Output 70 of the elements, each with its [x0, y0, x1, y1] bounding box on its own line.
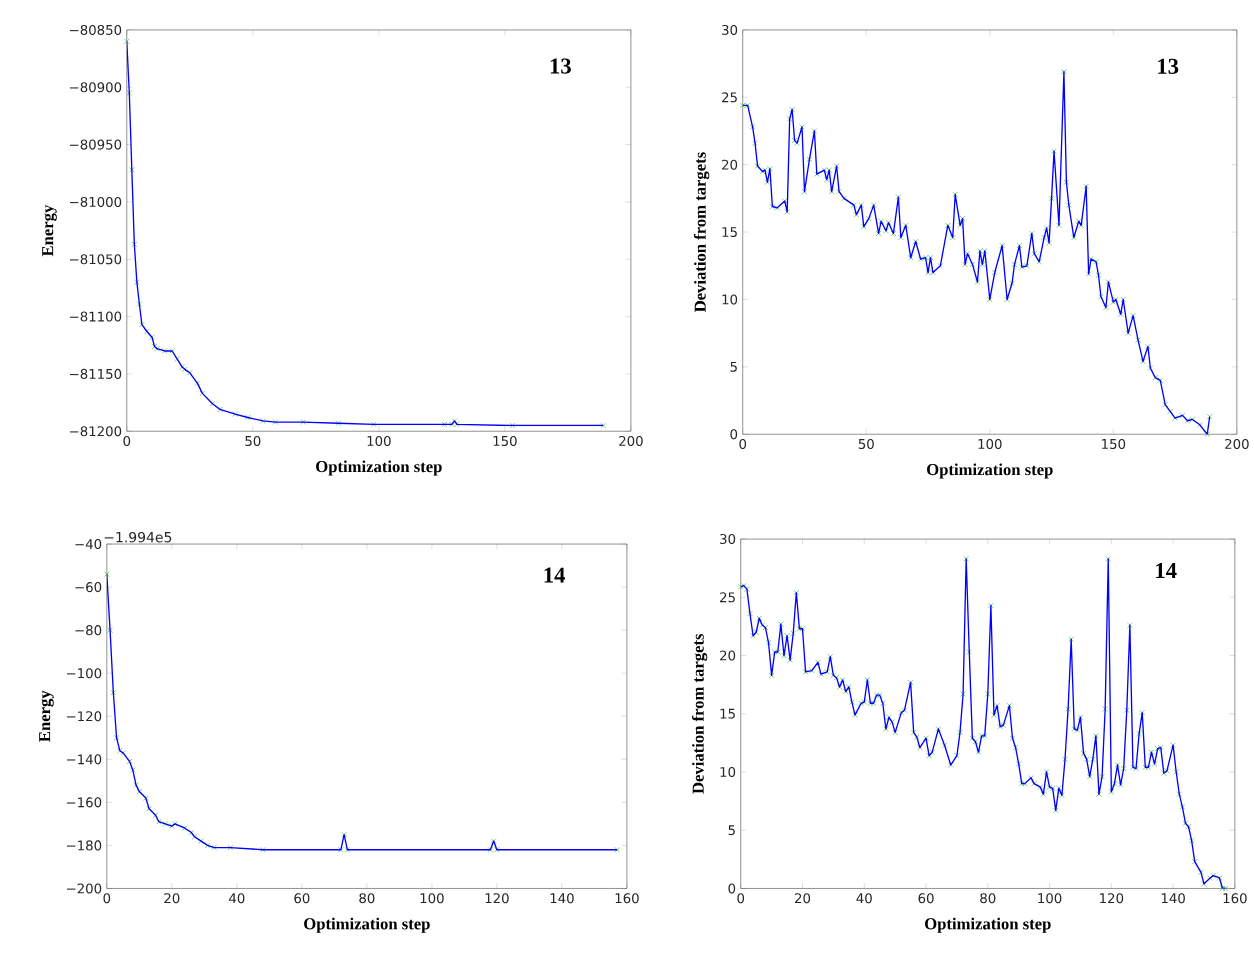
y-tick-label: −140 — [66, 754, 102, 765]
y-tick-label: −81050 — [70, 254, 122, 265]
annotation: 13 — [1158, 58, 1179, 74]
y-tick-label: 30 — [722, 24, 738, 35]
x-tick-label: 100 — [978, 438, 1002, 449]
x-tick-label: 20 — [795, 892, 811, 904]
annotation: 14 — [544, 567, 565, 583]
x-tick-label: 100 — [1038, 892, 1062, 904]
x-tick-label: 200 — [619, 435, 643, 446]
y-tick-label: −120 — [66, 711, 102, 722]
x-axis-title: Optimization step — [304, 917, 430, 933]
x-tick-label: 140 — [1161, 892, 1185, 904]
x-tick-label: 100 — [420, 892, 444, 904]
x-tick-label: 60 — [918, 892, 934, 904]
x-tick-label: 80 — [359, 892, 375, 904]
x-tick-label: 120 — [485, 892, 509, 904]
y-axis-title: Deviation from targets — [691, 633, 708, 794]
y-tick-label: −60 — [75, 581, 102, 592]
y-tick-label: 15 — [720, 708, 735, 719]
y-tick-label: 10 — [722, 294, 738, 305]
y-tick-label: −160 — [66, 797, 102, 808]
y-axis-title: Deviation from targets — [693, 152, 710, 312]
x-tick-label: 40 — [856, 892, 872, 904]
x-tick-label: 160 — [1223, 892, 1247, 904]
x-tick-label: 40 — [229, 892, 245, 904]
x-tick-label: 80 — [980, 892, 996, 904]
y-tick-label: −81100 — [70, 311, 122, 322]
x-tick-label: 0 — [739, 438, 747, 449]
y-tick-label: −81200 — [70, 426, 122, 437]
y-tick-label: −80900 — [70, 82, 122, 93]
x-tick-label: 200 — [1225, 438, 1249, 449]
y-tick-label: 30 — [720, 533, 736, 544]
x-axis-title: Optimization step — [316, 460, 442, 476]
y-tick-label: −80950 — [70, 139, 122, 150]
x-axis-title: Optimization step — [925, 917, 1051, 933]
y-tick-label: −80 — [75, 624, 102, 636]
y-axis-title: Energy — [42, 204, 57, 257]
y-tick-label: 5 — [730, 361, 737, 372]
y-tick-label: −100 — [66, 667, 102, 679]
x-axis-title: Optimization step — [927, 463, 1053, 479]
x-tick-label: 50 — [245, 435, 261, 446]
annotation: 14 — [1156, 562, 1177, 578]
x-tick-label: 20 — [164, 892, 180, 904]
x-tick-label: 150 — [1102, 438, 1126, 449]
y-tick-label: −40 — [75, 538, 102, 549]
y-tick-label: 20 — [720, 650, 736, 661]
y-tick-label: 20 — [722, 159, 738, 170]
y-tick-label: 0 — [728, 883, 736, 894]
annotation: 13 — [550, 58, 571, 74]
y-axis-title: Energy — [39, 690, 54, 742]
x-tick-label: 160 — [615, 892, 639, 904]
x-tick-label: 50 — [858, 438, 874, 449]
x-tick-label: 140 — [550, 892, 574, 904]
y-tick-label: −80850 — [70, 24, 122, 35]
y-tick-label: 25 — [720, 592, 735, 603]
x-tick-label: 0 — [103, 892, 111, 904]
x-tick-label: 120 — [1100, 892, 1124, 904]
y-tick-label: 10 — [720, 766, 736, 777]
y-tick-label: −180 — [66, 840, 102, 851]
y-tick-label: 5 — [728, 825, 735, 835]
x-tick-label: 60 — [294, 892, 310, 904]
y-tick-label: 25 — [722, 92, 737, 103]
y-tick-label: −81000 — [70, 196, 122, 207]
x-tick-label: 150 — [493, 435, 517, 446]
x-tick-label: 0 — [123, 435, 131, 446]
text: −1.994e5 — [104, 531, 172, 543]
y-tick-label: −81150 — [70, 368, 122, 379]
y-tick-label: −200 — [66, 883, 102, 894]
x-tick-label: 100 — [367, 435, 391, 446]
y-tick-label: 15 — [722, 226, 737, 237]
